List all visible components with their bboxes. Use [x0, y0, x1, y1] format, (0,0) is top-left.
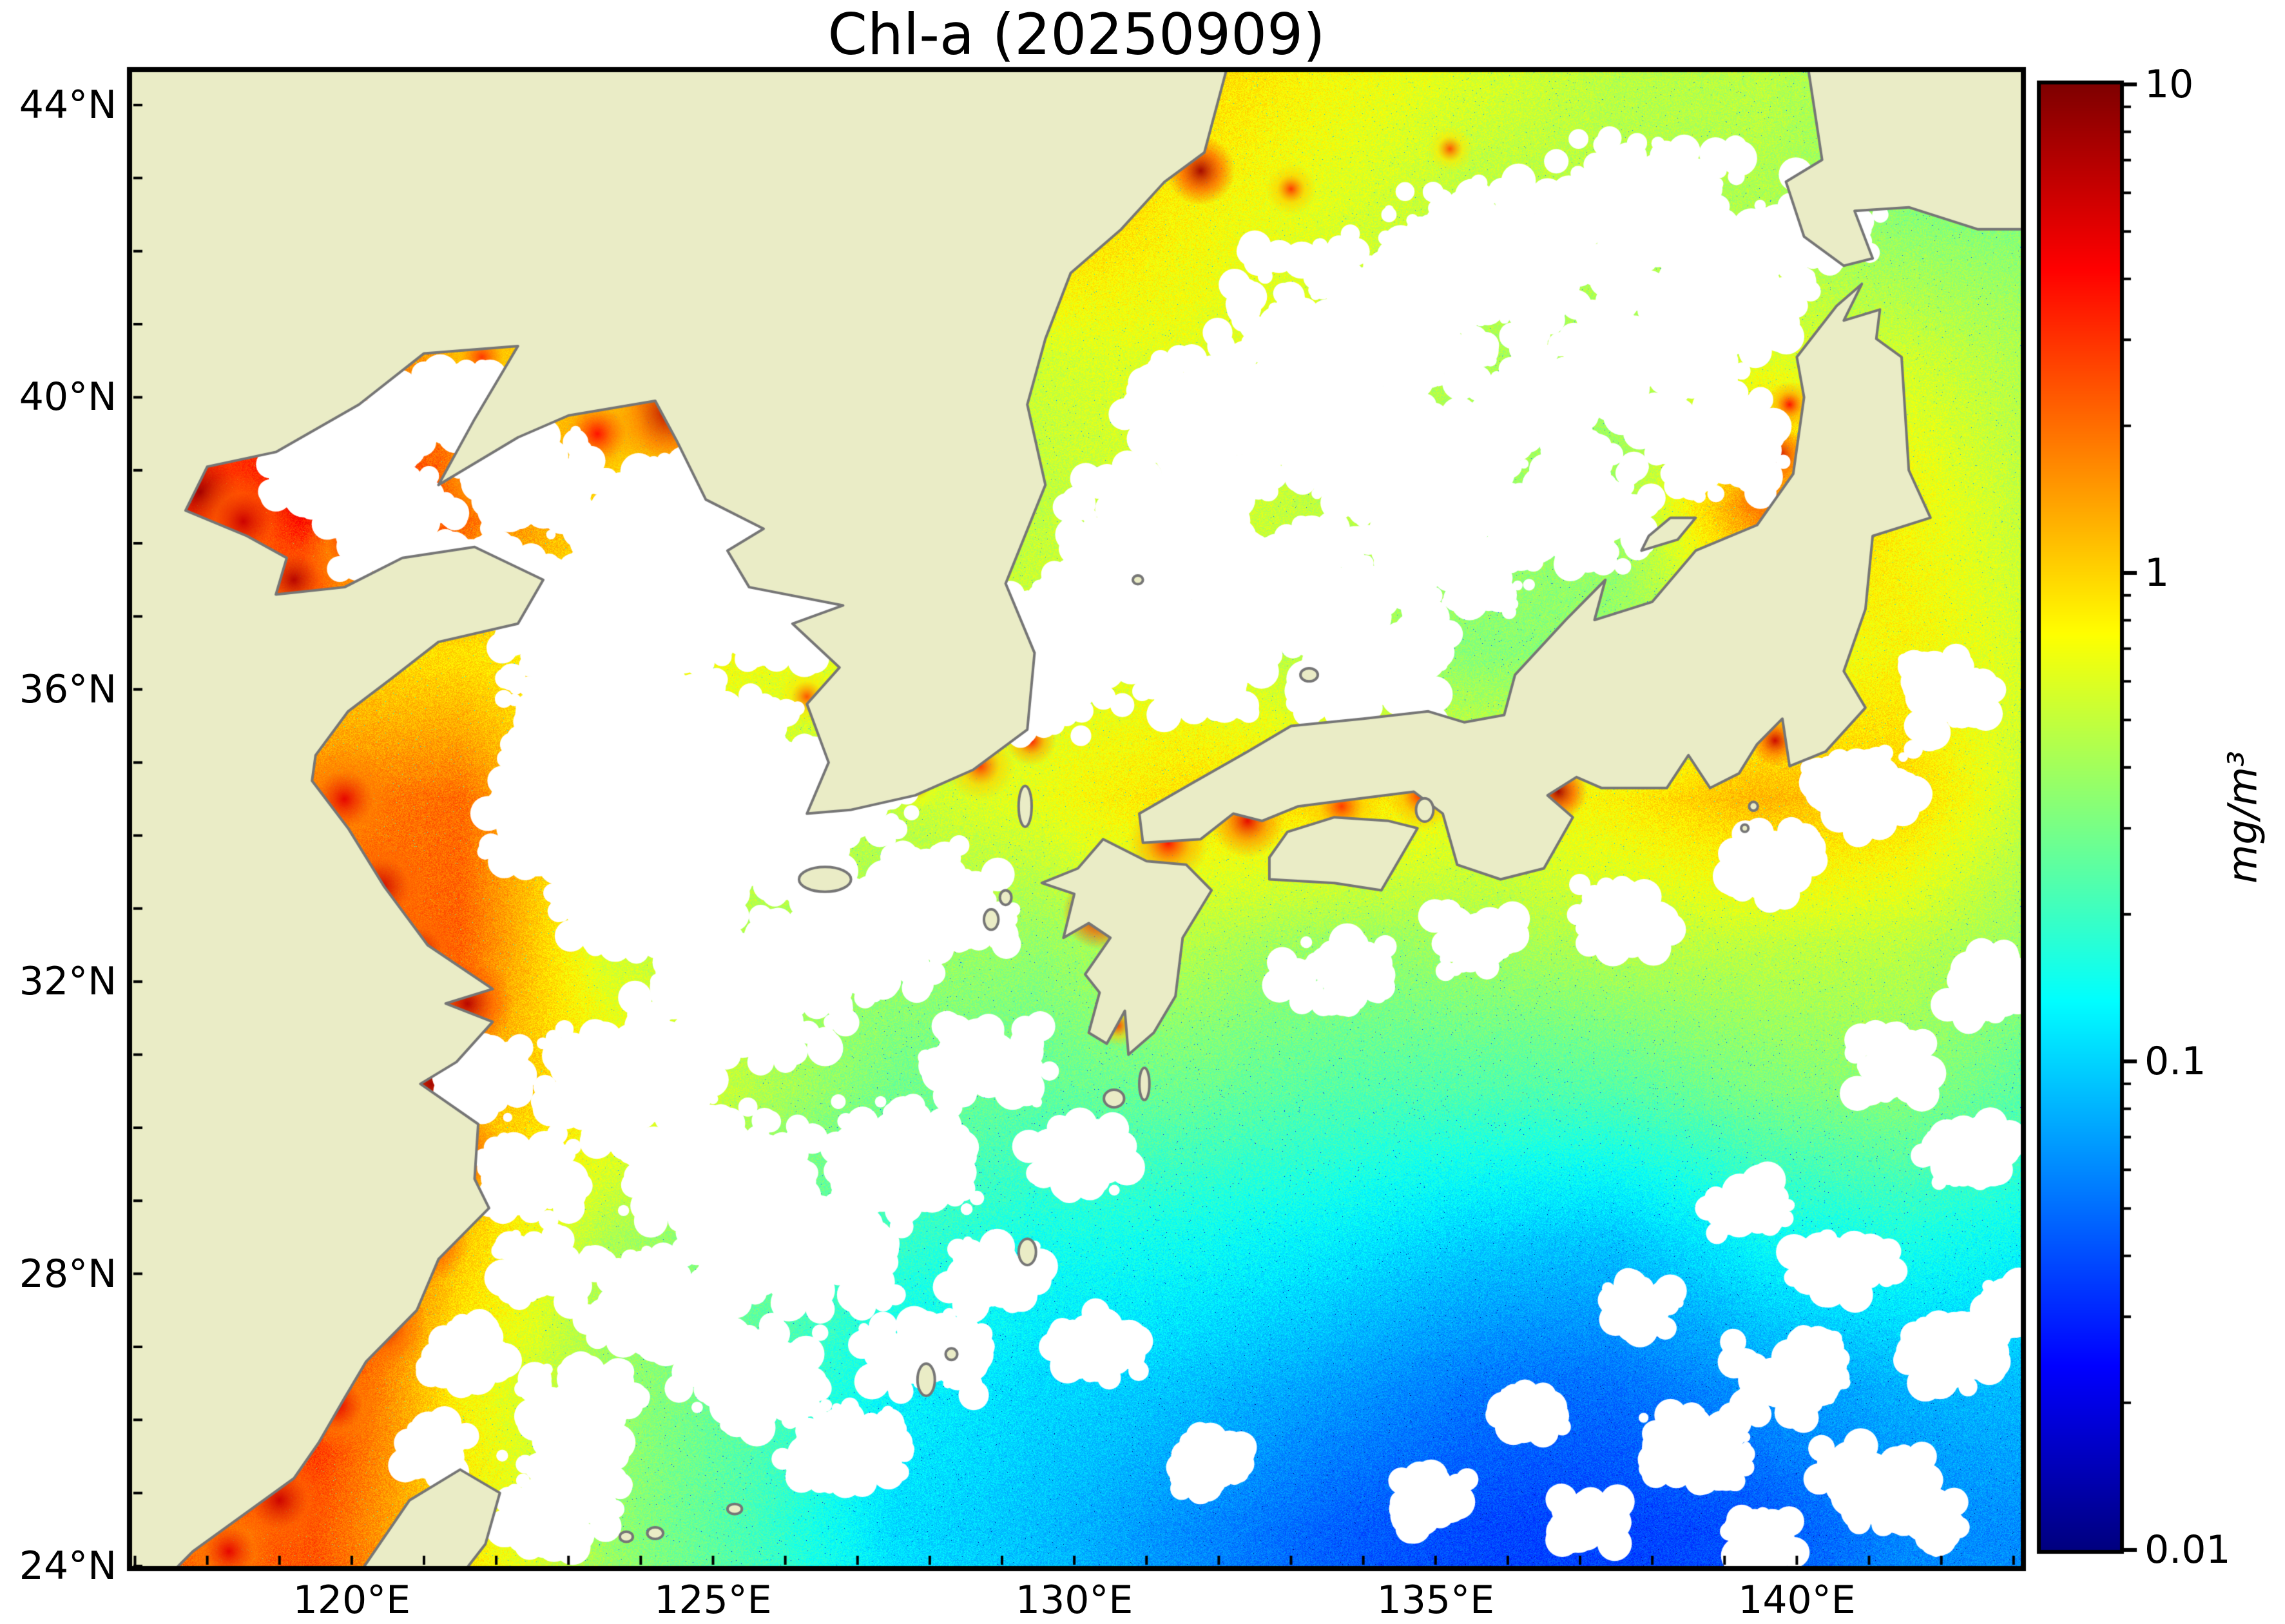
lat-tick-24n: 24°N	[19, 1543, 117, 1589]
colorbar-tick-10: 10	[2145, 62, 2194, 107]
lon-tick-140e: 140°E	[1738, 1578, 1856, 1623]
colorbar-unit-label: mg/m³	[2219, 751, 2266, 884]
lat-tick-44n: 44°N	[19, 82, 117, 128]
lon-tick-135e: 135°E	[1376, 1578, 1494, 1623]
lon-tick-125e: 125°E	[654, 1578, 772, 1623]
colorbar-tick-0p01: 0.01	[2145, 1527, 2231, 1572]
lat-tick-40n: 40°N	[19, 374, 117, 420]
lon-tick-130e: 130°E	[1015, 1578, 1133, 1623]
colorbar-tick-1: 1	[2145, 550, 2170, 595]
lat-tick-32n: 32°N	[19, 959, 117, 1005]
lat-tick-36n: 36°N	[19, 666, 117, 712]
colorbar-tick-0p1: 0.1	[2145, 1039, 2206, 1084]
lon-tick-120e: 120°E	[293, 1578, 411, 1623]
chart-title: Chl-a (20250909)	[827, 1, 1326, 68]
lat-tick-28n: 28°N	[19, 1251, 117, 1297]
